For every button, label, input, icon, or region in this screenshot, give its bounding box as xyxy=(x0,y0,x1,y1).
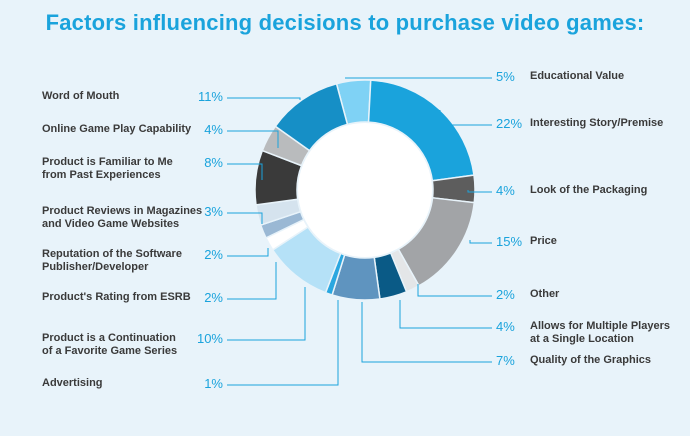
value-label-9: 2% xyxy=(204,290,223,305)
pie-slice-14 xyxy=(274,82,349,152)
value-label-2: 4% xyxy=(496,183,515,198)
chart-title: Factors influencing decisions to purchas… xyxy=(45,10,645,35)
leader-line-5 xyxy=(399,300,492,329)
leader-line-4 xyxy=(417,284,492,297)
value-label-7: 1% xyxy=(204,376,223,391)
value-label-11: 3% xyxy=(204,204,223,219)
value-label-14: 11% xyxy=(197,89,223,104)
category-label-1: Interesting Story/Premise xyxy=(530,117,664,129)
category-label-11: Product Reviews in Magazines and Video Ga… xyxy=(42,205,203,230)
category-label-8: Product is a Continuation of a Favorite G… xyxy=(42,332,178,357)
value-label-0: 5% xyxy=(496,69,515,84)
category-label-4: Other xyxy=(530,288,560,300)
donut-hole xyxy=(298,123,432,257)
leader-line-9 xyxy=(227,262,277,300)
leader-line-10 xyxy=(227,248,269,257)
category-label-5: Allows for Multiple Players at a Single L… xyxy=(530,320,670,345)
category-label-14: Word of Mouth xyxy=(42,90,120,102)
category-label-13: Online Game Play Capability xyxy=(42,123,192,135)
value-label-5: 4% xyxy=(496,319,515,334)
value-label-6: 7% xyxy=(496,353,515,368)
value-label-1: 22% xyxy=(496,116,523,131)
category-label-12: Product is Familiar to Me from Past Exper… xyxy=(42,156,173,181)
leader-line-11 xyxy=(227,212,263,224)
value-label-4: 2% xyxy=(496,287,515,302)
value-label-8: 10% xyxy=(196,331,223,346)
leader-line-7 xyxy=(227,300,339,386)
leader-line-3 xyxy=(469,240,492,244)
category-label-6: Quality of the Graphics xyxy=(530,354,652,366)
value-label-13: 4% xyxy=(204,122,223,137)
leader-line-8 xyxy=(227,287,306,341)
leader-line-12 xyxy=(227,163,263,180)
leader-line-1 xyxy=(439,110,492,126)
leader-line-14 xyxy=(227,97,301,100)
category-label-7: Advertising xyxy=(42,377,103,389)
leader-line-6 xyxy=(361,302,492,363)
category-label-10: Reputation of the Software Publisher/Deve… xyxy=(42,248,182,273)
leader-line-13 xyxy=(227,130,279,148)
value-label-12: 8% xyxy=(204,155,223,170)
category-label-9: Product's Rating from ESRB xyxy=(42,291,191,303)
category-label-0: Educational Value xyxy=(530,70,625,82)
leader-line-2 xyxy=(467,190,492,193)
category-label-2: Look of the Packaging xyxy=(530,184,648,196)
value-label-10: 2% xyxy=(204,247,223,262)
category-label-3: Price xyxy=(530,235,557,247)
value-label-3: 15% xyxy=(496,234,523,249)
